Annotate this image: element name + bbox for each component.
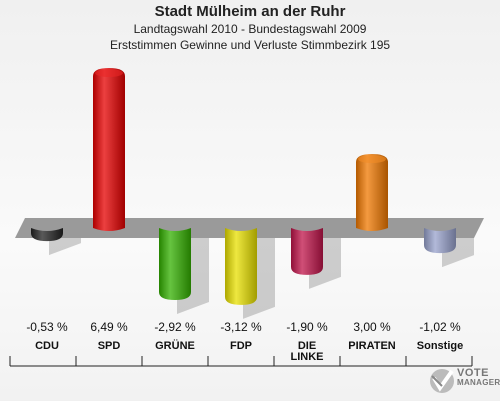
value-label: -1,90 %: [286, 320, 328, 334]
bar-die-linke: [291, 228, 323, 275]
category-label: GRÜNE: [155, 339, 195, 352]
logo-check-icon: [430, 369, 454, 393]
value-label: 3,00 %: [353, 320, 391, 334]
value-label: -3,12 %: [220, 320, 262, 334]
bar-spd: [93, 68, 125, 231]
bar-shadow: [49, 238, 81, 256]
category-label: PIRATEN: [348, 340, 396, 352]
value-label: 6,49 %: [90, 320, 128, 334]
category-label: FDP: [230, 340, 252, 352]
chart-title: Stadt Mülheim an der Ruhr: [154, 3, 346, 20]
category-label: CDU: [35, 340, 59, 352]
bar-piraten: [356, 154, 388, 231]
value-label: -2,92 %: [154, 320, 196, 334]
logo-text-vote: VOTE: [457, 367, 489, 379]
value-label: -0,53 %: [26, 320, 68, 334]
category-label: Sonstige: [417, 340, 463, 352]
category-label: LINKE: [291, 351, 324, 363]
category-label: SPD: [98, 340, 121, 352]
bar-cdu: [31, 228, 63, 242]
bar-top-cap: [358, 155, 386, 164]
value-label: -1,02 %: [419, 320, 461, 334]
bar-top-cap: [95, 69, 123, 78]
chart-description: Erststimmen Gewinne und Verluste Stimmbe…: [109, 38, 391, 52]
chart-subtitle: Landtagswahl 2010 - Bundestagswahl 2009: [133, 22, 367, 36]
bar-fdp: [225, 228, 257, 305]
bar-grüne: [159, 228, 191, 300]
category-label: DIE: [298, 340, 316, 352]
bar-sonstige: [424, 228, 456, 254]
logo-text-manager: MANAGER: [457, 378, 500, 387]
vote-manager-logo: VOTE MANAGER: [428, 366, 500, 396]
